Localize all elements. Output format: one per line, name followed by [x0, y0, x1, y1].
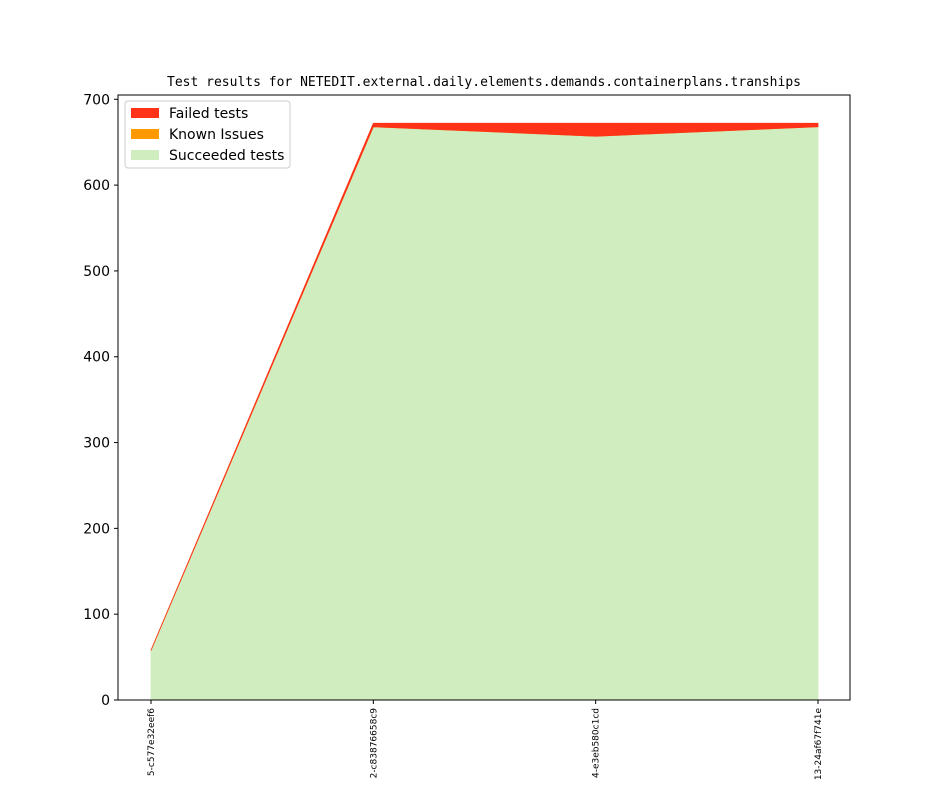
- legend-swatch: [131, 150, 159, 160]
- legend-label: Known Issues: [169, 127, 264, 143]
- legend-box: [124, 100, 291, 169]
- legend-swatch: [131, 108, 159, 118]
- y-tick-label: 300: [83, 436, 110, 452]
- x-tick-label: 13-24af67f741e: [814, 708, 824, 781]
- area-failed-tests: [150, 122, 819, 651]
- stacked-areas: [150, 122, 819, 701]
- y-tick-label: 100: [83, 607, 110, 623]
- y-tick-label: 500: [83, 264, 110, 280]
- x-tick-label: 4-e3eb580c1cd: [592, 708, 602, 778]
- legend-swatch: [131, 129, 159, 139]
- y-tick-label: 0: [101, 693, 110, 709]
- y-tick-label: 200: [83, 521, 110, 537]
- legend-label: Succeeded tests: [169, 148, 284, 164]
- y-tick-label: 400: [83, 350, 110, 366]
- x-tick-label: 5-c577e32eef6: [147, 708, 157, 776]
- x-axis-ticks: 5-c577e32eef6 2-c83876658c9 4-e3eb580c1cd 1…: [147, 700, 824, 780]
- axes: [117, 94, 851, 701]
- plot-frame: [117, 94, 851, 701]
- x-tick-label: 2-c83876658c9: [369, 708, 379, 779]
- legend-label: Failed tests: [169, 106, 248, 122]
- y-tick-label: 700: [83, 92, 110, 108]
- chart-title: Test results for NETEDIT.external.daily.…: [167, 75, 801, 90]
- y-tick-label: 600: [83, 178, 110, 194]
- legend: Failed tests Known Issues Succeeded tests: [124, 100, 291, 169]
- y-axis-ticks: 0 100 200 300 400 500 600 700: [83, 92, 118, 709]
